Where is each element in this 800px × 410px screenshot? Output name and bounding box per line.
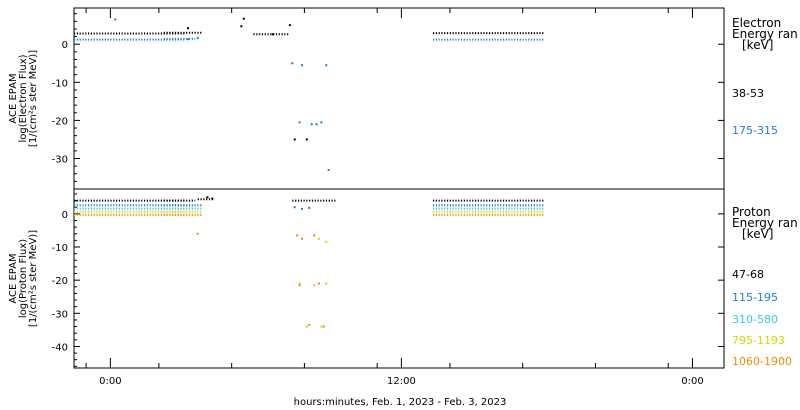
- data-point: [317, 282, 320, 285]
- data-point: [242, 17, 245, 20]
- x-tick-label: 12:00: [387, 376, 416, 387]
- data-point: [196, 232, 199, 235]
- data-point: [300, 237, 303, 240]
- legend-item-175-315: 175-315: [732, 124, 778, 137]
- data-point: [298, 282, 301, 285]
- x-axis: 0:00 12:00 0:00: [85, 8, 704, 387]
- data-point: [300, 64, 303, 67]
- y-tick-label: -20: [52, 116, 68, 127]
- y-tick-label: 0: [62, 40, 68, 51]
- data-point: [211, 197, 214, 200]
- legend-title-line: [keV]: [742, 38, 773, 52]
- y-axis-label: ACE EPAM log(Electron Flux) [1/(cm²s ster …: [8, 50, 39, 147]
- legend-item-47-68: 47-68: [732, 268, 764, 281]
- legend-title-line: [keV]: [742, 227, 773, 241]
- data-point: [320, 325, 323, 328]
- data-point: [313, 234, 316, 237]
- y-axis-label-line: [1/(cm²s ster MeV)]: [28, 50, 39, 147]
- y-tick-label: -10: [52, 78, 68, 89]
- legend-item-38-53: 38-53: [732, 87, 764, 100]
- data-point: [206, 196, 209, 199]
- data-point: [288, 24, 291, 27]
- data-point: [322, 325, 325, 328]
- data-point: [313, 284, 316, 287]
- y-axis-label-line: [1/(cm²s ster MeV)]: [28, 230, 39, 327]
- y-tick-label: 0: [62, 210, 68, 221]
- y-tick-label: -10: [52, 243, 68, 254]
- series-175-315: [74, 18, 545, 171]
- legend-title-line: Proton: [732, 205, 771, 219]
- electron-panel: 0 -10 -20 -30 ACE EPAM log(Electron Flux) [1/(…: [8, 13, 798, 190]
- data-point: [271, 33, 274, 36]
- data-point: [305, 325, 308, 328]
- y-axis-label-line: log(Proton Flux): [18, 239, 29, 318]
- data-point: [308, 323, 311, 326]
- legend-item-310-580: 310-580: [732, 313, 778, 326]
- y-tick-label: -20: [52, 276, 68, 287]
- y-axis-label-line: log(Electron Flux): [18, 54, 29, 142]
- data-point: [305, 138, 308, 141]
- y-tick-label: -40: [52, 342, 68, 353]
- series-1060-1900: [74, 213, 545, 328]
- series-47-68: [74, 196, 545, 202]
- data-point: [114, 18, 117, 21]
- data-point: [320, 121, 323, 124]
- data-point: [298, 284, 301, 287]
- y-axis-label: ACE EPAM log(Proton Flux) [1/(cm²s ster Me…: [8, 230, 39, 327]
- series-38-53: [74, 17, 545, 141]
- data-point: [325, 64, 328, 67]
- data-point: [293, 138, 296, 141]
- legend-title-line: Energy ran: [732, 216, 798, 230]
- data-point: [240, 25, 243, 28]
- data-point: [315, 123, 318, 126]
- data-point: [298, 121, 301, 124]
- legend-title-line: Energy ran: [732, 27, 798, 41]
- y-axis-label-line: ACE EPAM: [8, 253, 19, 303]
- data-point: [325, 241, 328, 244]
- data-point: [308, 206, 311, 209]
- data-point: [186, 27, 189, 30]
- series-795-1193: [74, 210, 545, 328]
- data-point: [186, 38, 189, 41]
- data-point: [310, 123, 313, 126]
- data-point: [325, 282, 328, 285]
- data-point: [300, 207, 303, 210]
- data-point: [196, 37, 199, 40]
- y-tick-label: -30: [52, 155, 68, 166]
- legend-title-line: Electron: [732, 16, 781, 30]
- data-point: [296, 234, 299, 237]
- x-tick-label: 0:00: [681, 376, 703, 387]
- data-point: [317, 237, 320, 240]
- x-axis-label: hours:minutes, Feb. 1, 2023 - Feb. 3, 20…: [294, 397, 507, 408]
- legend-item-115-195: 115-195: [732, 291, 778, 304]
- y-axis-label-line: ACE EPAM: [8, 73, 19, 123]
- y-tick-label: -30: [52, 309, 68, 320]
- series-115-195: [74, 204, 545, 210]
- legend-item-795-1193: 795-1193: [732, 334, 785, 347]
- data-point: [293, 206, 296, 209]
- legend-item-1060-1900: 1060-1900: [732, 355, 792, 368]
- proton-panel-frame: [73, 188, 725, 369]
- data-point: [327, 168, 330, 171]
- proton-panel: 0 -10 -20 -30 -40 ACE EPAM log(Proton Flux) [1/…: [8, 193, 798, 368]
- data-point: [291, 62, 294, 65]
- x-tick-label: 0:00: [99, 376, 121, 387]
